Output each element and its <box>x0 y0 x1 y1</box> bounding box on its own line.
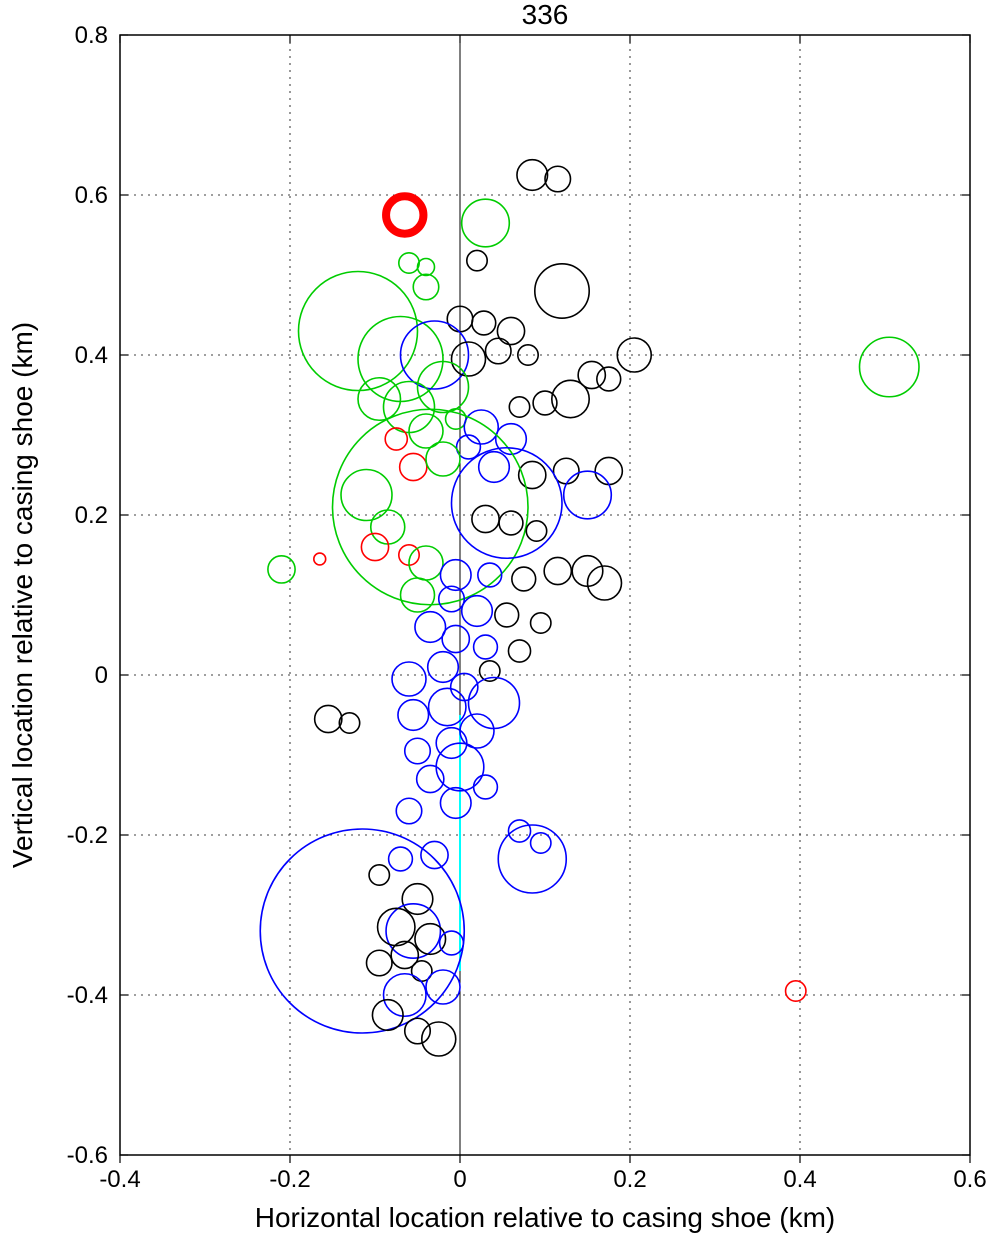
y-tick-label: -0.4 <box>67 982 108 1009</box>
y-tick-label: 0 <box>95 662 108 689</box>
y-tick-label: 0.6 <box>75 182 108 209</box>
y-tick-label: 0.4 <box>75 342 108 369</box>
x-tick-label: 0.6 <box>953 1166 986 1193</box>
chart-title: 336 <box>522 0 569 30</box>
x-tick-label: 0 <box>453 1166 466 1193</box>
x-tick-label: -0.4 <box>99 1166 140 1193</box>
x-axis-label: Horizontal location relative to casing s… <box>255 1202 835 1233</box>
y-tick-label: 0.2 <box>75 502 108 529</box>
chart-svg: -0.4-0.200.20.40.6-0.6-0.4-0.200.20.40.6… <box>0 0 995 1242</box>
x-tick-label: 0.2 <box>613 1166 646 1193</box>
y-tick-label: -0.6 <box>67 1142 108 1169</box>
y-axis-label: Vertical location relative to casing sho… <box>7 322 38 868</box>
y-tick-label: -0.2 <box>67 822 108 849</box>
x-tick-label: 0.4 <box>783 1166 816 1193</box>
x-tick-label: -0.2 <box>269 1166 310 1193</box>
y-tick-label: 0.8 <box>75 22 108 49</box>
scatter-chart: -0.4-0.200.20.40.6-0.6-0.4-0.200.20.40.6… <box>0 0 995 1242</box>
